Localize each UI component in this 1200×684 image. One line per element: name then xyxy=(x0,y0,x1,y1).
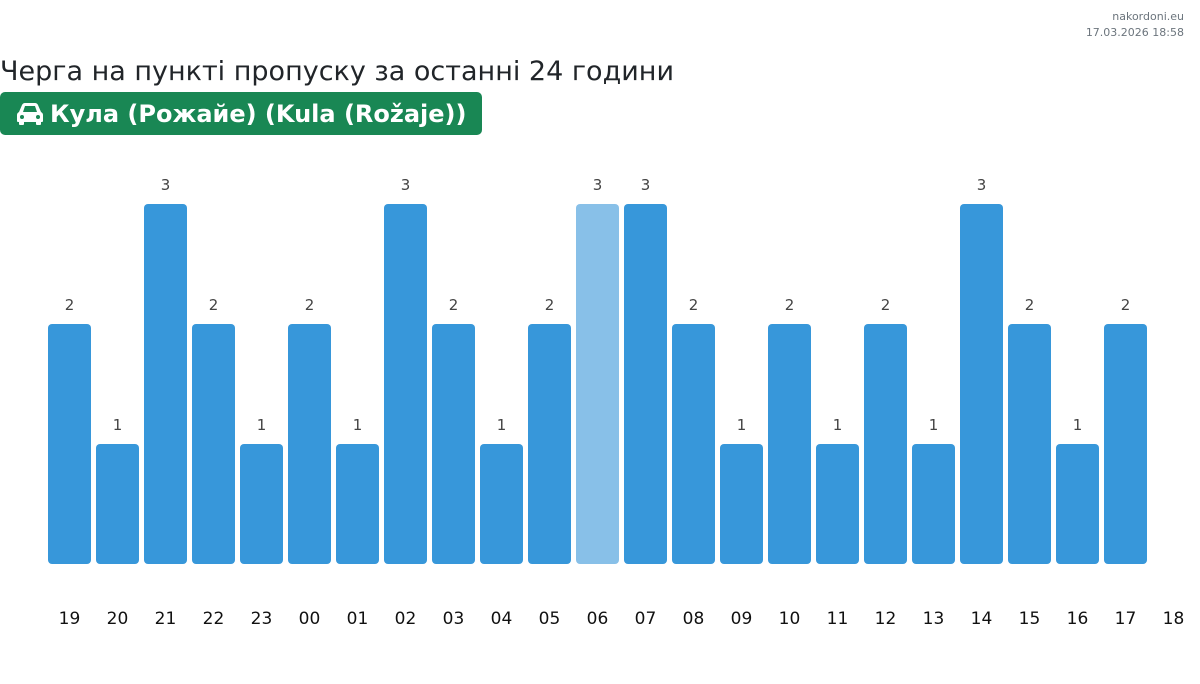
bar-11 xyxy=(816,444,859,564)
x-tick-15: 15 xyxy=(1019,609,1041,629)
car-icon xyxy=(16,102,44,126)
x-tick-22: 22 xyxy=(203,609,225,629)
x-tick-19: 19 xyxy=(59,609,81,629)
data-label-23: 1 xyxy=(257,416,267,434)
bar-15 xyxy=(1008,324,1051,564)
data-label-03: 2 xyxy=(449,296,459,314)
bar-19 xyxy=(48,324,91,564)
bar-04 xyxy=(480,444,523,564)
x-tick-08: 08 xyxy=(683,609,705,629)
data-label-10: 2 xyxy=(785,296,795,314)
data-label-13: 1 xyxy=(929,416,939,434)
x-tick-07: 07 xyxy=(635,609,657,629)
bar-16 xyxy=(1056,444,1099,564)
x-tick-01: 01 xyxy=(347,609,369,629)
x-tick-09: 09 xyxy=(731,609,753,629)
x-tick-04: 04 xyxy=(491,609,513,629)
bar-17 xyxy=(1104,324,1147,564)
bar-02 xyxy=(384,204,427,564)
data-label-05: 2 xyxy=(545,296,555,314)
bar-21 xyxy=(144,204,187,564)
data-label-17: 2 xyxy=(1121,296,1131,314)
data-label-16: 1 xyxy=(1073,416,1083,434)
x-tick-16: 16 xyxy=(1067,609,1089,629)
data-label-14: 3 xyxy=(977,176,987,194)
x-tick-21: 21 xyxy=(155,609,177,629)
x-tick-17: 17 xyxy=(1115,609,1137,629)
bar-13 xyxy=(912,444,955,564)
checkpoint-badge: Кула (Рожайе) (Kula (Rožaje)) xyxy=(0,92,483,135)
bar-12 xyxy=(864,324,907,564)
data-label-04: 1 xyxy=(497,416,507,434)
checkpoint-name: Кула (Рожайе) (Kula (Rožaje)) xyxy=(50,99,467,128)
data-label-01: 1 xyxy=(353,416,363,434)
bar-23 xyxy=(240,444,283,564)
data-label-07: 3 xyxy=(641,176,651,194)
x-tick-20: 20 xyxy=(107,609,129,629)
data-label-20: 1 xyxy=(113,416,123,434)
bar-07 xyxy=(624,204,667,564)
data-label-12: 2 xyxy=(881,296,891,314)
bar-05 xyxy=(528,324,571,564)
data-label-00: 2 xyxy=(305,296,315,314)
bar-10 xyxy=(768,324,811,564)
x-tick-11: 11 xyxy=(827,609,849,629)
x-tick-18: 18 xyxy=(1163,609,1185,629)
bar-14 xyxy=(960,204,1003,564)
source-site: nakordoni.eu xyxy=(1112,10,1184,23)
data-label-22: 2 xyxy=(209,296,219,314)
data-label-08: 2 xyxy=(689,296,699,314)
data-label-09: 1 xyxy=(737,416,747,434)
x-tick-02: 02 xyxy=(395,609,417,629)
x-tick-00: 00 xyxy=(299,609,321,629)
x-tick-05: 05 xyxy=(539,609,561,629)
data-label-02: 3 xyxy=(401,176,411,194)
data-label-19: 2 xyxy=(65,296,75,314)
data-label-21: 3 xyxy=(161,176,171,194)
page-title: Черга на пункті пропуску за останні 24 г… xyxy=(0,56,674,87)
bar-22 xyxy=(192,324,235,564)
x-tick-03: 03 xyxy=(443,609,465,629)
x-tick-14: 14 xyxy=(971,609,993,629)
data-label-15: 2 xyxy=(1025,296,1035,314)
bar-08 xyxy=(672,324,715,564)
bar-09 xyxy=(720,444,763,564)
x-tick-12: 12 xyxy=(875,609,897,629)
source-info: nakordoni.eu 17.03.2026 18:58 xyxy=(1086,9,1184,41)
bar-03 xyxy=(432,324,475,564)
x-tick-10: 10 xyxy=(779,609,801,629)
x-tick-23: 23 xyxy=(251,609,273,629)
data-label-06: 3 xyxy=(593,176,603,194)
x-tick-13: 13 xyxy=(923,609,945,629)
x-tick-06: 06 xyxy=(587,609,609,629)
source-timestamp: 17.03.2026 18:58 xyxy=(1085,26,1184,39)
data-label-11: 1 xyxy=(833,416,843,434)
bar-01 xyxy=(336,444,379,564)
bar-06 xyxy=(576,204,619,564)
bar-00 xyxy=(288,324,331,564)
bar-20 xyxy=(96,444,139,564)
